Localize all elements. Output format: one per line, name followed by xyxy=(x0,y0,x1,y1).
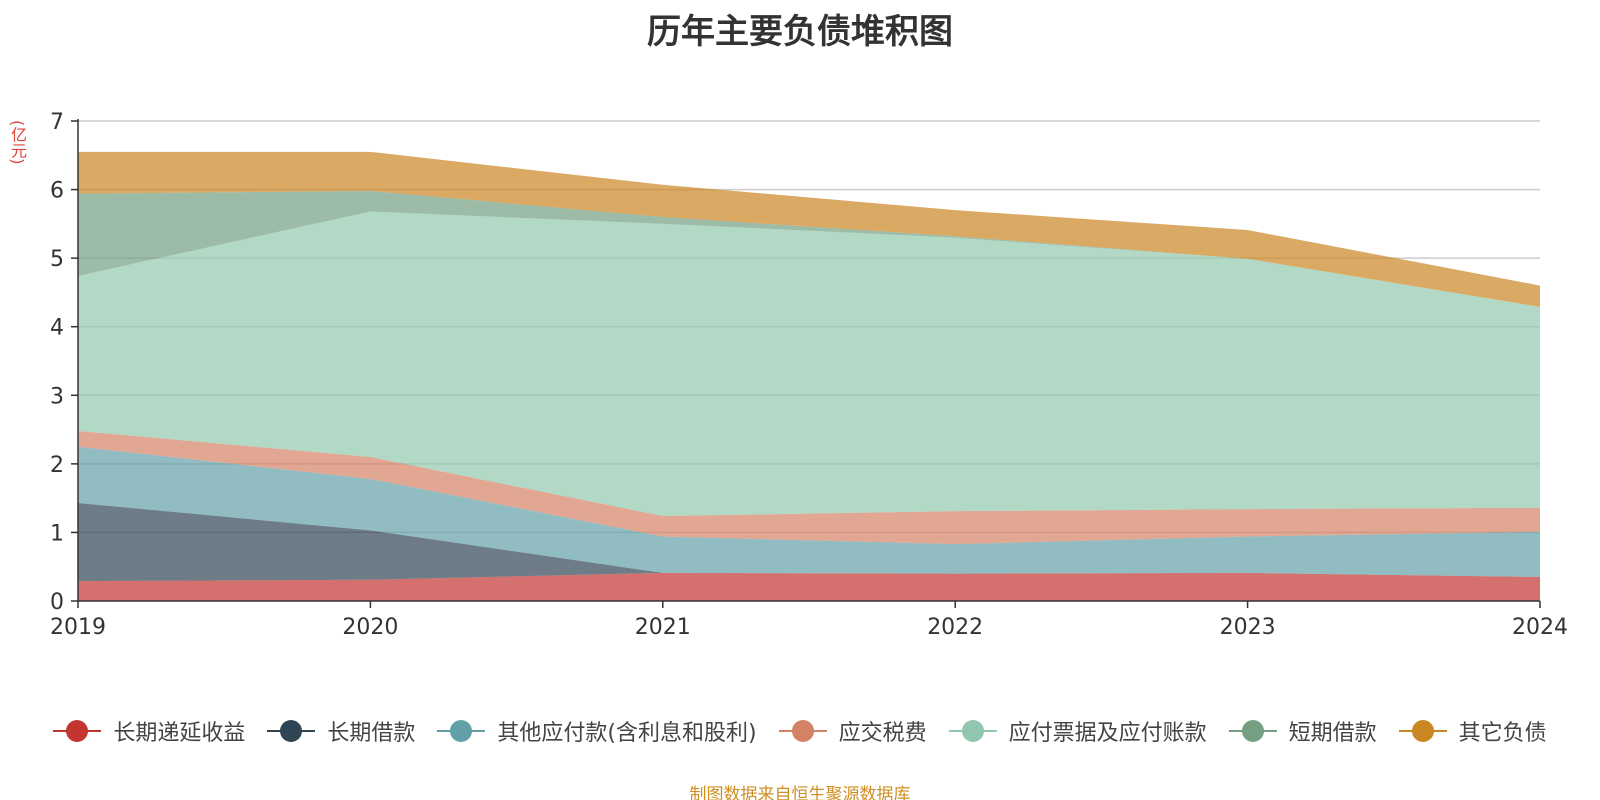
area-series-5 xyxy=(78,190,1540,307)
legend-marker-icon xyxy=(437,719,486,743)
x-tick-label: 2023 xyxy=(1220,615,1276,640)
legend-label: 短期借款 xyxy=(1288,721,1377,746)
area-series-4 xyxy=(78,211,1540,516)
legend-label: 长期借款 xyxy=(327,721,416,746)
y-axis-unit-label: (亿元) xyxy=(8,120,27,165)
area-series-1 xyxy=(78,502,1540,582)
chart-title: 历年主要负债堆积图 xyxy=(647,12,953,52)
y-tick-label: 1 xyxy=(50,521,64,546)
legend-marker-icon xyxy=(948,719,997,743)
legend-marker-icon xyxy=(53,719,102,743)
legend-label: 其它负债 xyxy=(1458,721,1547,746)
y-tick-label: 7 xyxy=(50,110,64,135)
y-tick-label: 3 xyxy=(50,384,64,409)
y-tick-label: 5 xyxy=(50,247,64,272)
x-tick-label: 2021 xyxy=(635,615,691,640)
x-tick-label: 2019 xyxy=(50,615,106,640)
x-tick-label: 2024 xyxy=(1512,615,1568,640)
area-series-3 xyxy=(78,430,1540,545)
legend-item[interactable]: 应交税费 xyxy=(778,715,927,747)
legend-item[interactable]: 长期递延收益 xyxy=(53,715,245,747)
x-tick-label: 2022 xyxy=(927,615,983,640)
legend-marker-icon xyxy=(1398,719,1447,743)
y-tick-label: 4 xyxy=(50,316,64,341)
y-tick-label: 2 xyxy=(50,453,64,478)
legend-item[interactable]: 其他应付款(含利息和股利) xyxy=(437,715,757,747)
legend-item[interactable]: 长期借款 xyxy=(267,715,415,747)
area-series-2 xyxy=(78,446,1540,577)
legend-label: 长期递延收益 xyxy=(113,721,246,746)
x-tick-label: 2020 xyxy=(342,615,398,640)
legend-label: 应交税费 xyxy=(838,721,927,746)
legend-item[interactable]: 其它负债 xyxy=(1398,715,1547,747)
legend-item[interactable]: 应付票据及应付账款 xyxy=(948,715,1207,747)
area-series-6 xyxy=(78,151,1540,307)
legend-marker-icon xyxy=(778,719,827,743)
legend: 长期递延收益 长期借款 其他应付款(含利息和股利) 应交税费 应付票据及应付账款 短期借款… xyxy=(0,715,1600,747)
legend-label: 其他应付款(含利息和股利) xyxy=(497,721,757,746)
legend-item[interactable]: 短期借款 xyxy=(1228,715,1377,747)
y-tick-label: 6 xyxy=(50,179,64,204)
legend-marker-icon xyxy=(1228,719,1277,743)
legend-marker-icon xyxy=(267,719,316,743)
y-tick-label: 0 xyxy=(50,590,64,615)
data-source-note: 制图数据来自恒生聚源数据库 xyxy=(689,785,911,800)
legend-label: 应付票据及应付账款 xyxy=(1008,721,1207,746)
area-series-0 xyxy=(78,572,1540,601)
